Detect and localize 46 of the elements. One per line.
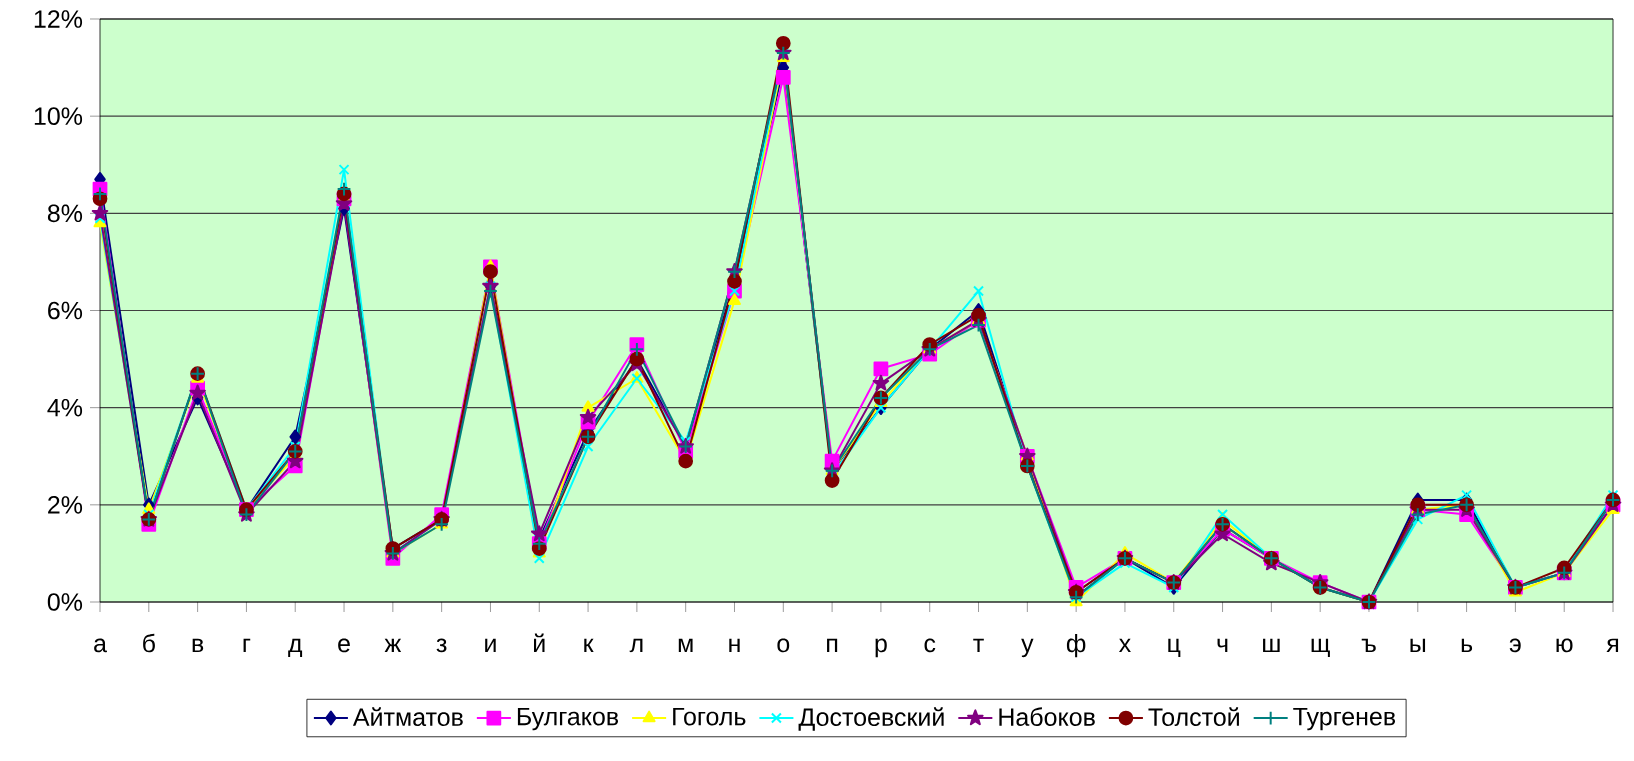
x-tick-label: а	[94, 638, 107, 653]
y-tick-label: 2%	[48, 496, 83, 514]
x-tick-label: с	[924, 638, 936, 653]
legend-label: Гоголь	[673, 707, 746, 726]
x-tick-label: я	[1606, 638, 1619, 652]
x-tick-label: ш	[1263, 638, 1280, 652]
x-tick-label: к	[584, 638, 594, 652]
x-tick-label: о	[777, 638, 790, 653]
x-tick-label: ю	[1556, 638, 1573, 653]
y-tick-label: 0%	[47, 593, 83, 611]
x-tick-label: ж	[384, 638, 402, 652]
legend-label: Набоков	[999, 707, 1095, 726]
y-tick-label: 8%	[47, 204, 83, 223]
legend-label: Булгаков	[517, 707, 619, 731]
y-tick-label: 6%	[48, 301, 83, 320]
x-tick-label: и	[485, 638, 496, 652]
y-tick-label: 12%	[34, 10, 83, 28]
legend-label: Толстой	[1148, 707, 1239, 727]
x-tick-label: ь	[1461, 638, 1473, 652]
x-tick-label: д	[288, 638, 303, 657]
x-tick-label: г	[243, 638, 251, 652]
x-tick-label: б	[143, 633, 155, 653]
x-tick-label: й	[534, 633, 545, 652]
x-tick-label: т	[973, 638, 984, 652]
y-tick-label: 4%	[47, 398, 83, 417]
y-tick-label: 10%	[34, 107, 83, 126]
x-tick-label: щ	[1311, 638, 1330, 657]
x-tick-label: ц	[1168, 638, 1181, 657]
x-tick-label: ч	[1217, 638, 1228, 652]
x-tick-label: ы	[1410, 638, 1426, 652]
x-tick-label: е	[338, 638, 350, 653]
x-tick-label: х	[1118, 638, 1131, 652]
x-tick-label: в	[192, 638, 204, 652]
x-tick-label: р	[875, 638, 887, 658]
x-tick-label: л	[629, 638, 643, 653]
x-tick-label: ф	[1066, 633, 1086, 658]
x-tick-label: ъ	[1361, 638, 1376, 652]
x-tick-label: п	[827, 638, 838, 652]
x-tick-label: з	[436, 638, 447, 653]
x-tick-label: м	[678, 638, 693, 652]
legend-label: Достоевский	[798, 707, 944, 731]
x-tick-label: н	[729, 638, 740, 652]
legend-label: Тургенев	[1293, 707, 1396, 731]
x-tick-label: э	[1509, 638, 1521, 653]
x-tick-label: у	[1021, 638, 1034, 658]
legend-label: Айтматов	[352, 707, 463, 727]
